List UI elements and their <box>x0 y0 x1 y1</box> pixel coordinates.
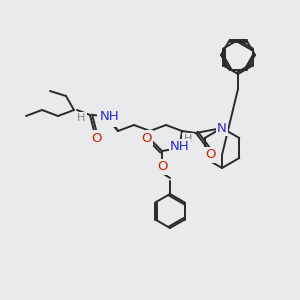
Text: NH: NH <box>100 110 120 124</box>
Text: H: H <box>184 134 192 144</box>
Text: O: O <box>205 148 215 161</box>
Text: H: H <box>77 113 85 123</box>
Text: NH: NH <box>98 112 118 125</box>
Text: N: N <box>217 122 227 134</box>
Text: NH: NH <box>170 140 190 154</box>
Text: O: O <box>141 131 151 145</box>
Text: O: O <box>157 160 167 173</box>
Text: O: O <box>91 131 101 145</box>
